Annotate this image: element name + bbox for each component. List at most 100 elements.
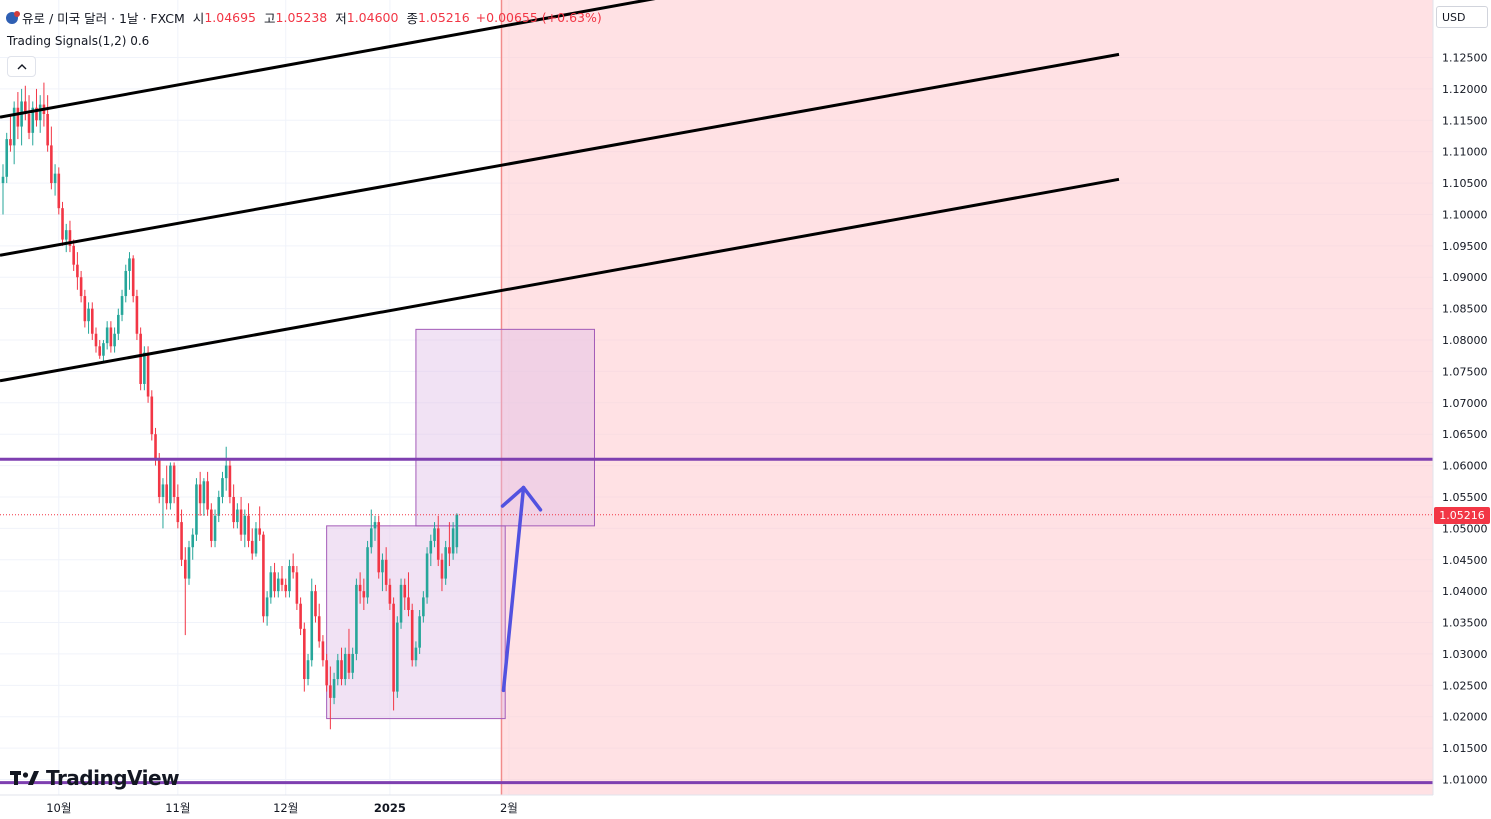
candle[interactable] xyxy=(109,327,113,347)
candle[interactable] xyxy=(388,584,392,604)
candle[interactable] xyxy=(195,484,198,535)
time-axis[interactable] xyxy=(0,795,1433,819)
candle[interactable] xyxy=(68,230,72,246)
candle[interactable] xyxy=(50,145,53,184)
candle[interactable] xyxy=(61,208,64,240)
candle[interactable] xyxy=(351,653,354,673)
candle[interactable] xyxy=(113,333,116,347)
candle[interactable] xyxy=(295,572,299,604)
candle[interactable] xyxy=(64,230,68,240)
candle[interactable] xyxy=(176,496,180,523)
range-box-2[interactable] xyxy=(415,328,595,527)
candle[interactable] xyxy=(299,603,302,629)
forecast-arrow[interactable] xyxy=(501,485,526,693)
candle[interactable] xyxy=(232,496,235,523)
candle[interactable] xyxy=(213,515,217,541)
candle[interactable] xyxy=(165,484,168,504)
candle[interactable] xyxy=(139,333,142,384)
candle[interactable] xyxy=(210,509,213,541)
candle[interactable] xyxy=(31,107,35,133)
candle[interactable] xyxy=(247,515,250,541)
candle[interactable] xyxy=(191,534,195,548)
candle[interactable] xyxy=(180,522,183,560)
candle[interactable] xyxy=(24,101,27,115)
trend-line[interactable] xyxy=(0,0,676,119)
trend-line[interactable] xyxy=(0,52,1120,257)
candle[interactable] xyxy=(57,173,61,209)
candle[interactable] xyxy=(418,616,421,648)
candle[interactable] xyxy=(98,346,102,356)
candle[interactable] xyxy=(269,572,273,598)
candle[interactable] xyxy=(120,296,124,315)
candle[interactable] xyxy=(236,509,239,523)
candle[interactable] xyxy=(217,496,221,516)
candle[interactable] xyxy=(76,264,79,278)
candle[interactable] xyxy=(355,584,358,654)
candle[interactable] xyxy=(143,352,146,384)
candle[interactable] xyxy=(79,277,83,297)
candle[interactable] xyxy=(262,534,265,617)
candle[interactable] xyxy=(358,584,362,592)
candle[interactable] xyxy=(172,465,176,497)
candle[interactable] xyxy=(128,258,131,271)
candle[interactable] xyxy=(38,104,42,121)
candle[interactable] xyxy=(239,509,243,535)
candle[interactable] xyxy=(392,603,395,692)
candle[interactable] xyxy=(35,107,38,121)
candle[interactable] xyxy=(325,660,328,686)
candle[interactable] xyxy=(284,584,288,592)
candle[interactable] xyxy=(403,584,407,598)
candle[interactable] xyxy=(347,653,351,673)
currency-button[interactable]: USD xyxy=(1436,6,1488,28)
candle[interactable] xyxy=(273,572,276,592)
candle[interactable] xyxy=(105,327,109,344)
candle[interactable] xyxy=(161,484,165,497)
candle[interactable] xyxy=(135,296,139,334)
candle[interactable] xyxy=(202,481,206,504)
candle[interactable] xyxy=(429,540,433,554)
candle[interactable] xyxy=(5,139,9,177)
symbol-title[interactable]: 유로 / 미국 달러 · 1날 · FXCM xyxy=(22,11,185,26)
candle[interactable] xyxy=(124,270,128,297)
candle[interactable] xyxy=(102,343,105,356)
candle[interactable] xyxy=(169,465,172,504)
candle[interactable] xyxy=(90,308,94,334)
price-axis[interactable] xyxy=(1433,0,1491,819)
candle[interactable] xyxy=(276,578,280,592)
trend-line[interactable] xyxy=(0,177,1120,383)
candle[interactable] xyxy=(362,591,366,598)
candle[interactable] xyxy=(206,481,209,510)
candle[interactable] xyxy=(157,459,161,497)
candle[interactable] xyxy=(150,396,154,435)
candle[interactable] xyxy=(258,528,261,535)
candle[interactable] xyxy=(436,528,440,560)
candle[interactable] xyxy=(87,308,90,322)
candle[interactable] xyxy=(414,647,418,661)
candle[interactable] xyxy=(314,591,317,617)
candle[interactable] xyxy=(187,547,191,579)
candle[interactable] xyxy=(340,660,343,680)
candle[interactable] xyxy=(399,584,403,623)
candle[interactable] xyxy=(377,522,381,573)
candle[interactable] xyxy=(224,465,228,479)
candle[interactable] xyxy=(451,528,455,554)
candle[interactable] xyxy=(381,559,384,573)
tradingview-logo[interactable]: TradingView xyxy=(10,766,180,790)
candle[interactable] xyxy=(303,628,306,680)
forecast-zone[interactable] xyxy=(501,0,1434,795)
candle[interactable] xyxy=(291,566,295,573)
candle[interactable] xyxy=(265,597,269,617)
candle[interactable] xyxy=(46,114,49,146)
candle[interactable] xyxy=(455,514,459,548)
candle[interactable] xyxy=(250,540,254,554)
candle[interactable] xyxy=(321,641,325,661)
candle[interactable] xyxy=(310,591,314,661)
candle[interactable] xyxy=(12,107,16,146)
candle[interactable] xyxy=(369,528,373,548)
candle[interactable] xyxy=(131,258,135,297)
candle[interactable] xyxy=(254,528,258,554)
collapse-button[interactable] xyxy=(7,56,36,77)
indicator-label[interactable]: Trading Signals(1,2) 0.6 xyxy=(7,34,150,48)
candle[interactable] xyxy=(280,578,284,585)
